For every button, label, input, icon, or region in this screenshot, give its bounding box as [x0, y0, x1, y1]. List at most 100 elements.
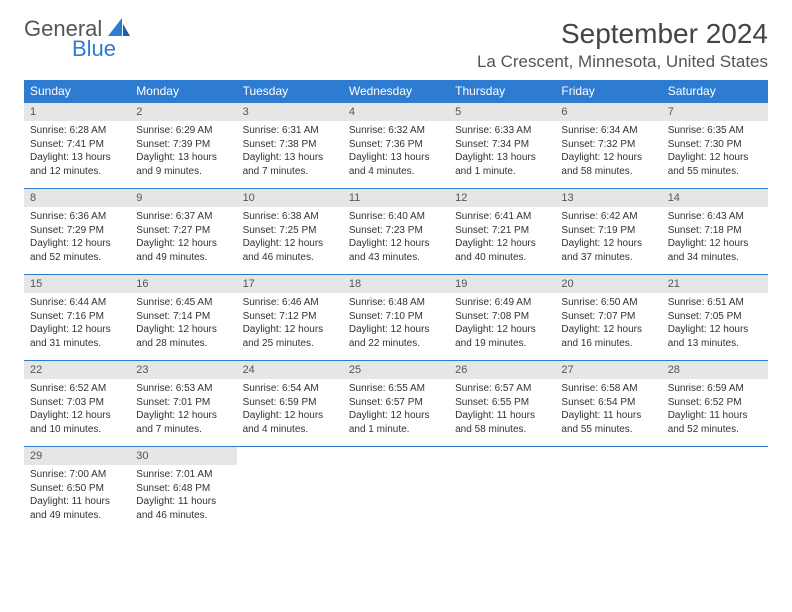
month-title: September 2024	[477, 18, 768, 50]
sunrise-text: Sunrise: 6:34 AM	[561, 124, 655, 138]
day-number-row: 15161718192021	[24, 275, 768, 294]
daylight-text: Daylight: 12 hours and 22 minutes.	[349, 323, 443, 350]
day-header: Friday	[555, 80, 661, 103]
daylight-text: Daylight: 12 hours and 52 minutes.	[30, 237, 124, 264]
day-header: Sunday	[24, 80, 130, 103]
day-cell: Sunrise: 6:28 AMSunset: 7:41 PMDaylight:…	[24, 121, 130, 189]
empty-day-cell	[237, 465, 343, 532]
day-content-row: Sunrise: 7:00 AMSunset: 6:50 PMDaylight:…	[24, 465, 768, 532]
day-content-row: Sunrise: 6:44 AMSunset: 7:16 PMDaylight:…	[24, 293, 768, 361]
sunrise-text: Sunrise: 7:00 AM	[30, 468, 124, 482]
sunset-text: Sunset: 7:07 PM	[561, 310, 655, 324]
sunrise-text: Sunrise: 7:01 AM	[136, 468, 230, 482]
daylight-text: Daylight: 12 hours and 55 minutes.	[668, 151, 762, 178]
day-number: 20	[555, 275, 661, 294]
sunrise-text: Sunrise: 6:42 AM	[561, 210, 655, 224]
day-cell: Sunrise: 6:57 AMSunset: 6:55 PMDaylight:…	[449, 379, 555, 447]
day-cell: Sunrise: 6:38 AMSunset: 7:25 PMDaylight:…	[237, 207, 343, 275]
empty-day-cell	[555, 465, 661, 532]
daylight-text: Daylight: 12 hours and 43 minutes.	[349, 237, 443, 264]
daylight-text: Daylight: 12 hours and 1 minute.	[349, 409, 443, 436]
day-cell: Sunrise: 6:42 AMSunset: 7:19 PMDaylight:…	[555, 207, 661, 275]
daylight-text: Daylight: 12 hours and 46 minutes.	[243, 237, 337, 264]
daylight-text: Daylight: 11 hours and 52 minutes.	[668, 409, 762, 436]
daylight-text: Daylight: 11 hours and 49 minutes.	[30, 495, 124, 522]
sunrise-text: Sunrise: 6:44 AM	[30, 296, 124, 310]
day-number: 17	[237, 275, 343, 294]
page-header: General Blue September 2024 La Crescent,…	[24, 18, 768, 72]
sunset-text: Sunset: 7:34 PM	[455, 138, 549, 152]
empty-day-cell	[662, 465, 768, 532]
calendar-table: SundayMondayTuesdayWednesdayThursdayFrid…	[24, 80, 768, 532]
sunrise-text: Sunrise: 6:38 AM	[243, 210, 337, 224]
sunset-text: Sunset: 6:57 PM	[349, 396, 443, 410]
day-number: 1	[24, 103, 130, 122]
sunset-text: Sunset: 7:25 PM	[243, 224, 337, 238]
day-number: 6	[555, 103, 661, 122]
day-cell: Sunrise: 6:32 AMSunset: 7:36 PMDaylight:…	[343, 121, 449, 189]
sunset-text: Sunset: 7:41 PM	[30, 138, 124, 152]
logo-sail-icon	[108, 18, 130, 36]
day-cell: Sunrise: 6:59 AMSunset: 6:52 PMDaylight:…	[662, 379, 768, 447]
day-number: 28	[662, 361, 768, 380]
day-cell: Sunrise: 6:34 AMSunset: 7:32 PMDaylight:…	[555, 121, 661, 189]
daylight-text: Daylight: 12 hours and 7 minutes.	[136, 409, 230, 436]
day-cell: Sunrise: 6:52 AMSunset: 7:03 PMDaylight:…	[24, 379, 130, 447]
day-number: 22	[24, 361, 130, 380]
sunrise-text: Sunrise: 6:54 AM	[243, 382, 337, 396]
day-number: 15	[24, 275, 130, 294]
day-number: 12	[449, 189, 555, 208]
day-number: 14	[662, 189, 768, 208]
day-number: 3	[237, 103, 343, 122]
day-cell: Sunrise: 6:46 AMSunset: 7:12 PMDaylight:…	[237, 293, 343, 361]
day-number: 5	[449, 103, 555, 122]
day-cell: Sunrise: 6:53 AMSunset: 7:01 PMDaylight:…	[130, 379, 236, 447]
day-cell: Sunrise: 6:58 AMSunset: 6:54 PMDaylight:…	[555, 379, 661, 447]
day-number: 25	[343, 361, 449, 380]
sunrise-text: Sunrise: 6:35 AM	[668, 124, 762, 138]
day-number: 19	[449, 275, 555, 294]
daylight-text: Daylight: 12 hours and 28 minutes.	[136, 323, 230, 350]
day-content-row: Sunrise: 6:28 AMSunset: 7:41 PMDaylight:…	[24, 121, 768, 189]
day-cell: Sunrise: 6:49 AMSunset: 7:08 PMDaylight:…	[449, 293, 555, 361]
sunrise-text: Sunrise: 6:33 AM	[455, 124, 549, 138]
logo-text-blue: Blue	[72, 38, 130, 60]
day-number: 26	[449, 361, 555, 380]
day-cell: Sunrise: 6:41 AMSunset: 7:21 PMDaylight:…	[449, 207, 555, 275]
empty-day-number	[343, 447, 449, 466]
day-number: 24	[237, 361, 343, 380]
sunset-text: Sunset: 6:48 PM	[136, 482, 230, 496]
day-number: 11	[343, 189, 449, 208]
day-cell: Sunrise: 6:43 AMSunset: 7:18 PMDaylight:…	[662, 207, 768, 275]
day-number: 30	[130, 447, 236, 466]
day-number: 27	[555, 361, 661, 380]
daylight-text: Daylight: 13 hours and 12 minutes.	[30, 151, 124, 178]
sunset-text: Sunset: 7:23 PM	[349, 224, 443, 238]
day-cell: Sunrise: 6:31 AMSunset: 7:38 PMDaylight:…	[237, 121, 343, 189]
daylight-text: Daylight: 11 hours and 46 minutes.	[136, 495, 230, 522]
day-cell: Sunrise: 6:51 AMSunset: 7:05 PMDaylight:…	[662, 293, 768, 361]
sunset-text: Sunset: 6:55 PM	[455, 396, 549, 410]
sunrise-text: Sunrise: 6:51 AM	[668, 296, 762, 310]
day-number-row: 22232425262728	[24, 361, 768, 380]
daylight-text: Daylight: 12 hours and 37 minutes.	[561, 237, 655, 264]
sunrise-text: Sunrise: 6:48 AM	[349, 296, 443, 310]
sunset-text: Sunset: 7:39 PM	[136, 138, 230, 152]
day-number-row: 891011121314	[24, 189, 768, 208]
title-block: September 2024 La Crescent, Minnesota, U…	[477, 18, 768, 72]
day-cell: Sunrise: 6:36 AMSunset: 7:29 PMDaylight:…	[24, 207, 130, 275]
daylight-text: Daylight: 12 hours and 4 minutes.	[243, 409, 337, 436]
day-cell: Sunrise: 6:40 AMSunset: 7:23 PMDaylight:…	[343, 207, 449, 275]
day-number: 7	[662, 103, 768, 122]
day-number: 9	[130, 189, 236, 208]
day-cell: Sunrise: 6:29 AMSunset: 7:39 PMDaylight:…	[130, 121, 236, 189]
day-number: 13	[555, 189, 661, 208]
day-cell: Sunrise: 6:35 AMSunset: 7:30 PMDaylight:…	[662, 121, 768, 189]
daylight-text: Daylight: 13 hours and 4 minutes.	[349, 151, 443, 178]
sunrise-text: Sunrise: 6:58 AM	[561, 382, 655, 396]
daylight-text: Daylight: 12 hours and 16 minutes.	[561, 323, 655, 350]
day-number: 29	[24, 447, 130, 466]
sunset-text: Sunset: 6:52 PM	[668, 396, 762, 410]
day-number: 2	[130, 103, 236, 122]
daylight-text: Daylight: 12 hours and 31 minutes.	[30, 323, 124, 350]
